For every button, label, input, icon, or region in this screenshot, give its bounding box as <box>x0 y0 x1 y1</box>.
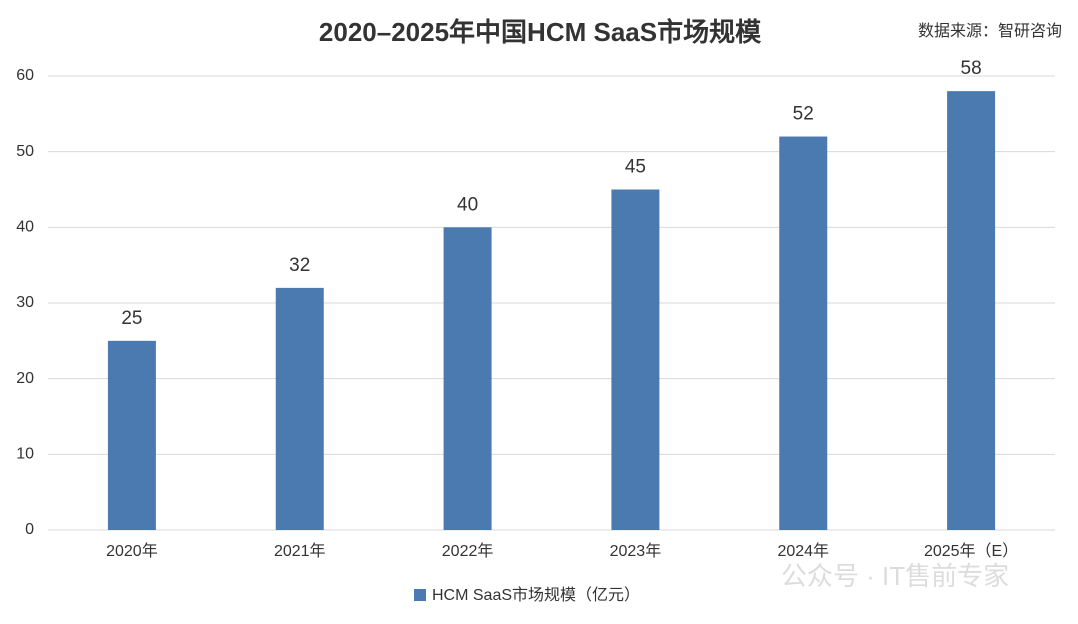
x-tick-label: 2020年 <box>106 542 158 560</box>
y-tick-label: 0 <box>25 521 34 538</box>
x-tick-label: 2025年（E） <box>924 542 1018 560</box>
chart-title: 2020–2025年中国HCM SaaS市场规模 <box>319 17 762 47</box>
x-tick-label: 2021年 <box>274 542 326 560</box>
data-label: 25 <box>121 308 142 329</box>
data-label: 45 <box>625 157 646 178</box>
x-tick-label: 2024年 <box>777 542 829 560</box>
x-tick-label: 2023年 <box>610 542 662 560</box>
data-label: 40 <box>457 194 478 215</box>
bar <box>779 136 828 531</box>
bar <box>107 340 156 530</box>
data-label: 32 <box>289 255 310 276</box>
bar <box>443 227 492 531</box>
y-tick-label: 30 <box>16 294 34 311</box>
legend-label: HCM SaaS市场规模（亿元） <box>432 586 640 604</box>
y-tick-label: 40 <box>16 219 34 236</box>
watermark: 公众号 · IT售前专家 <box>781 561 1009 591</box>
bar <box>947 91 996 530</box>
legend-swatch <box>414 589 426 601</box>
y-tick-label: 50 <box>16 143 34 160</box>
data-label: 58 <box>961 58 982 79</box>
bar <box>611 189 660 530</box>
y-tick-label: 10 <box>16 446 34 463</box>
y-tick-label: 60 <box>16 67 34 84</box>
data-label: 52 <box>793 104 814 125</box>
bar <box>275 287 324 530</box>
source: 数据来源：智研咨询 <box>918 22 1062 40</box>
x-tick-label: 2022年 <box>442 542 494 560</box>
y-tick-label: 20 <box>16 370 34 387</box>
